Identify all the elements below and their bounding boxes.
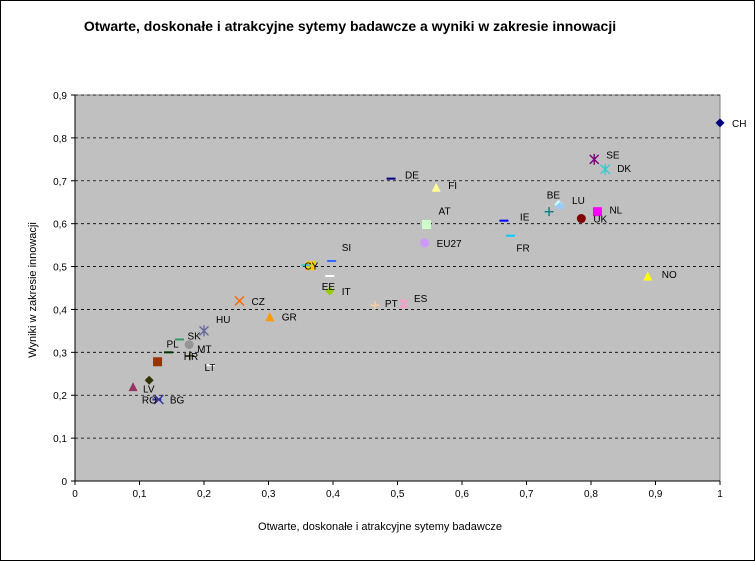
y-tick-label: 0,8 (53, 134, 67, 145)
point-label-fi: FI (448, 181, 457, 192)
y-tick-label: 0,7 (53, 177, 67, 188)
point-label-se: SE (606, 150, 620, 161)
data-point-se (589, 153, 600, 165)
point-label-hu: HU (216, 315, 230, 326)
point-label-ro: RO (142, 396, 157, 407)
point-label-ch: CH (732, 119, 746, 130)
grid-lines (71, 94, 721, 485)
point-label-pl: PL (167, 339, 180, 350)
data-point-hu (199, 325, 209, 337)
x-tick-labels: 0 0,1 0,2 0,3 0,4 0,5 0,6 0,7 0,8 0,9 1 (72, 489, 723, 500)
x-tick-label: 0,5 (391, 489, 405, 500)
point-label-dk: DK (617, 164, 631, 175)
y-tick-label: 0,9 (53, 91, 67, 102)
point-label-bg: BG (170, 396, 185, 407)
x-tick-label: 0,3 (262, 489, 276, 500)
plot-area (74, 94, 721, 482)
point-label-lt: LT (204, 363, 215, 374)
x-tick-label: 0,1 (133, 489, 147, 500)
y-tick-label: 0,1 (53, 434, 67, 445)
y-tick-label: 0,5 (53, 263, 67, 274)
x-axis-title: Otwarte, doskonałe i atrakcyjne sytemy b… (258, 521, 502, 533)
data-point-it (325, 286, 335, 296)
y-tick-label: 0,6 (53, 220, 67, 231)
point-label-no: NO (662, 270, 677, 281)
y-tick-label: 0 (61, 477, 67, 488)
point-label-mt: MT (197, 345, 211, 356)
point-label-at: AT (439, 207, 451, 218)
data-point-cz (234, 295, 245, 306)
point-label-lu: LU (572, 196, 585, 207)
point-label-eu27: EU27 (437, 239, 462, 250)
point-label-cz: CZ (251, 297, 264, 308)
x-tick-label: 0,2 (197, 489, 211, 500)
y-tick-labels: 0 0,1 0,2 0,3 0,4 0,5 0,6 0,7 0,8 0,9 (53, 91, 67, 488)
data-point-eu27 (420, 238, 430, 248)
point-label-si: SI (342, 243, 351, 254)
point-label-hr: HR (184, 352, 198, 363)
x-tick-label: 0,8 (584, 489, 598, 500)
point-label-de: DE (405, 171, 419, 182)
point-label-uk: UK (593, 215, 607, 226)
y-tick-label: 0,3 (53, 348, 67, 359)
data-point-bg (153, 394, 164, 405)
point-label-nl: NL (609, 206, 622, 217)
x-tick-label: 0,7 (520, 489, 534, 500)
y-tick-label: 0,2 (53, 391, 67, 402)
data-point-dk (600, 163, 611, 175)
data-point-lu (555, 201, 565, 211)
y-axis-title: Wyniki w zakresie innowacji (27, 222, 39, 358)
point-label-be: BE (547, 190, 561, 201)
y-tick-label: 0,4 (53, 305, 67, 316)
data-point-ch (715, 118, 725, 128)
data-point-unlabeled (144, 375, 154, 385)
data-point-uk (576, 214, 586, 224)
point-label-pt: PT (385, 299, 398, 310)
point-label-sk: SK (187, 331, 201, 342)
x-tick-label: 0 (72, 489, 78, 500)
data-point-mt (184, 340, 194, 350)
point-label-ie: IE (520, 213, 530, 224)
point-label-fr: FR (516, 244, 529, 255)
data-point-nl (592, 207, 602, 217)
data-point-pt (370, 300, 380, 310)
data-point-hr (185, 351, 195, 361)
point-label-ee: EE (322, 282, 336, 293)
x-tick-label: 0,6 (455, 489, 469, 500)
data-point-es (398, 298, 409, 310)
data-points (128, 118, 725, 405)
point-label-cy: CY (304, 262, 318, 273)
point-label-it: IT (342, 287, 351, 298)
data-point-at (422, 220, 432, 230)
data-point-gr (265, 312, 275, 322)
point-label-lv: LV (143, 385, 155, 396)
x-tick-label: 1 (717, 489, 723, 500)
data-point-unlabeled (544, 207, 554, 217)
data-point-no (643, 271, 653, 281)
x-tick-label: 0,4 (326, 489, 340, 500)
axes (74, 95, 720, 482)
x-tick-label: 0,9 (649, 489, 663, 500)
point-label-es: ES (414, 294, 428, 305)
data-point-lv (128, 382, 138, 392)
data-point-cy (305, 261, 315, 271)
chart-title: Otwarte, doskonałe i atrakcyjne sytemy b… (83, 18, 617, 34)
point-label-gr: GR (282, 313, 297, 324)
data-point-unlabeled (153, 357, 163, 367)
data-point-fi (431, 182, 441, 192)
